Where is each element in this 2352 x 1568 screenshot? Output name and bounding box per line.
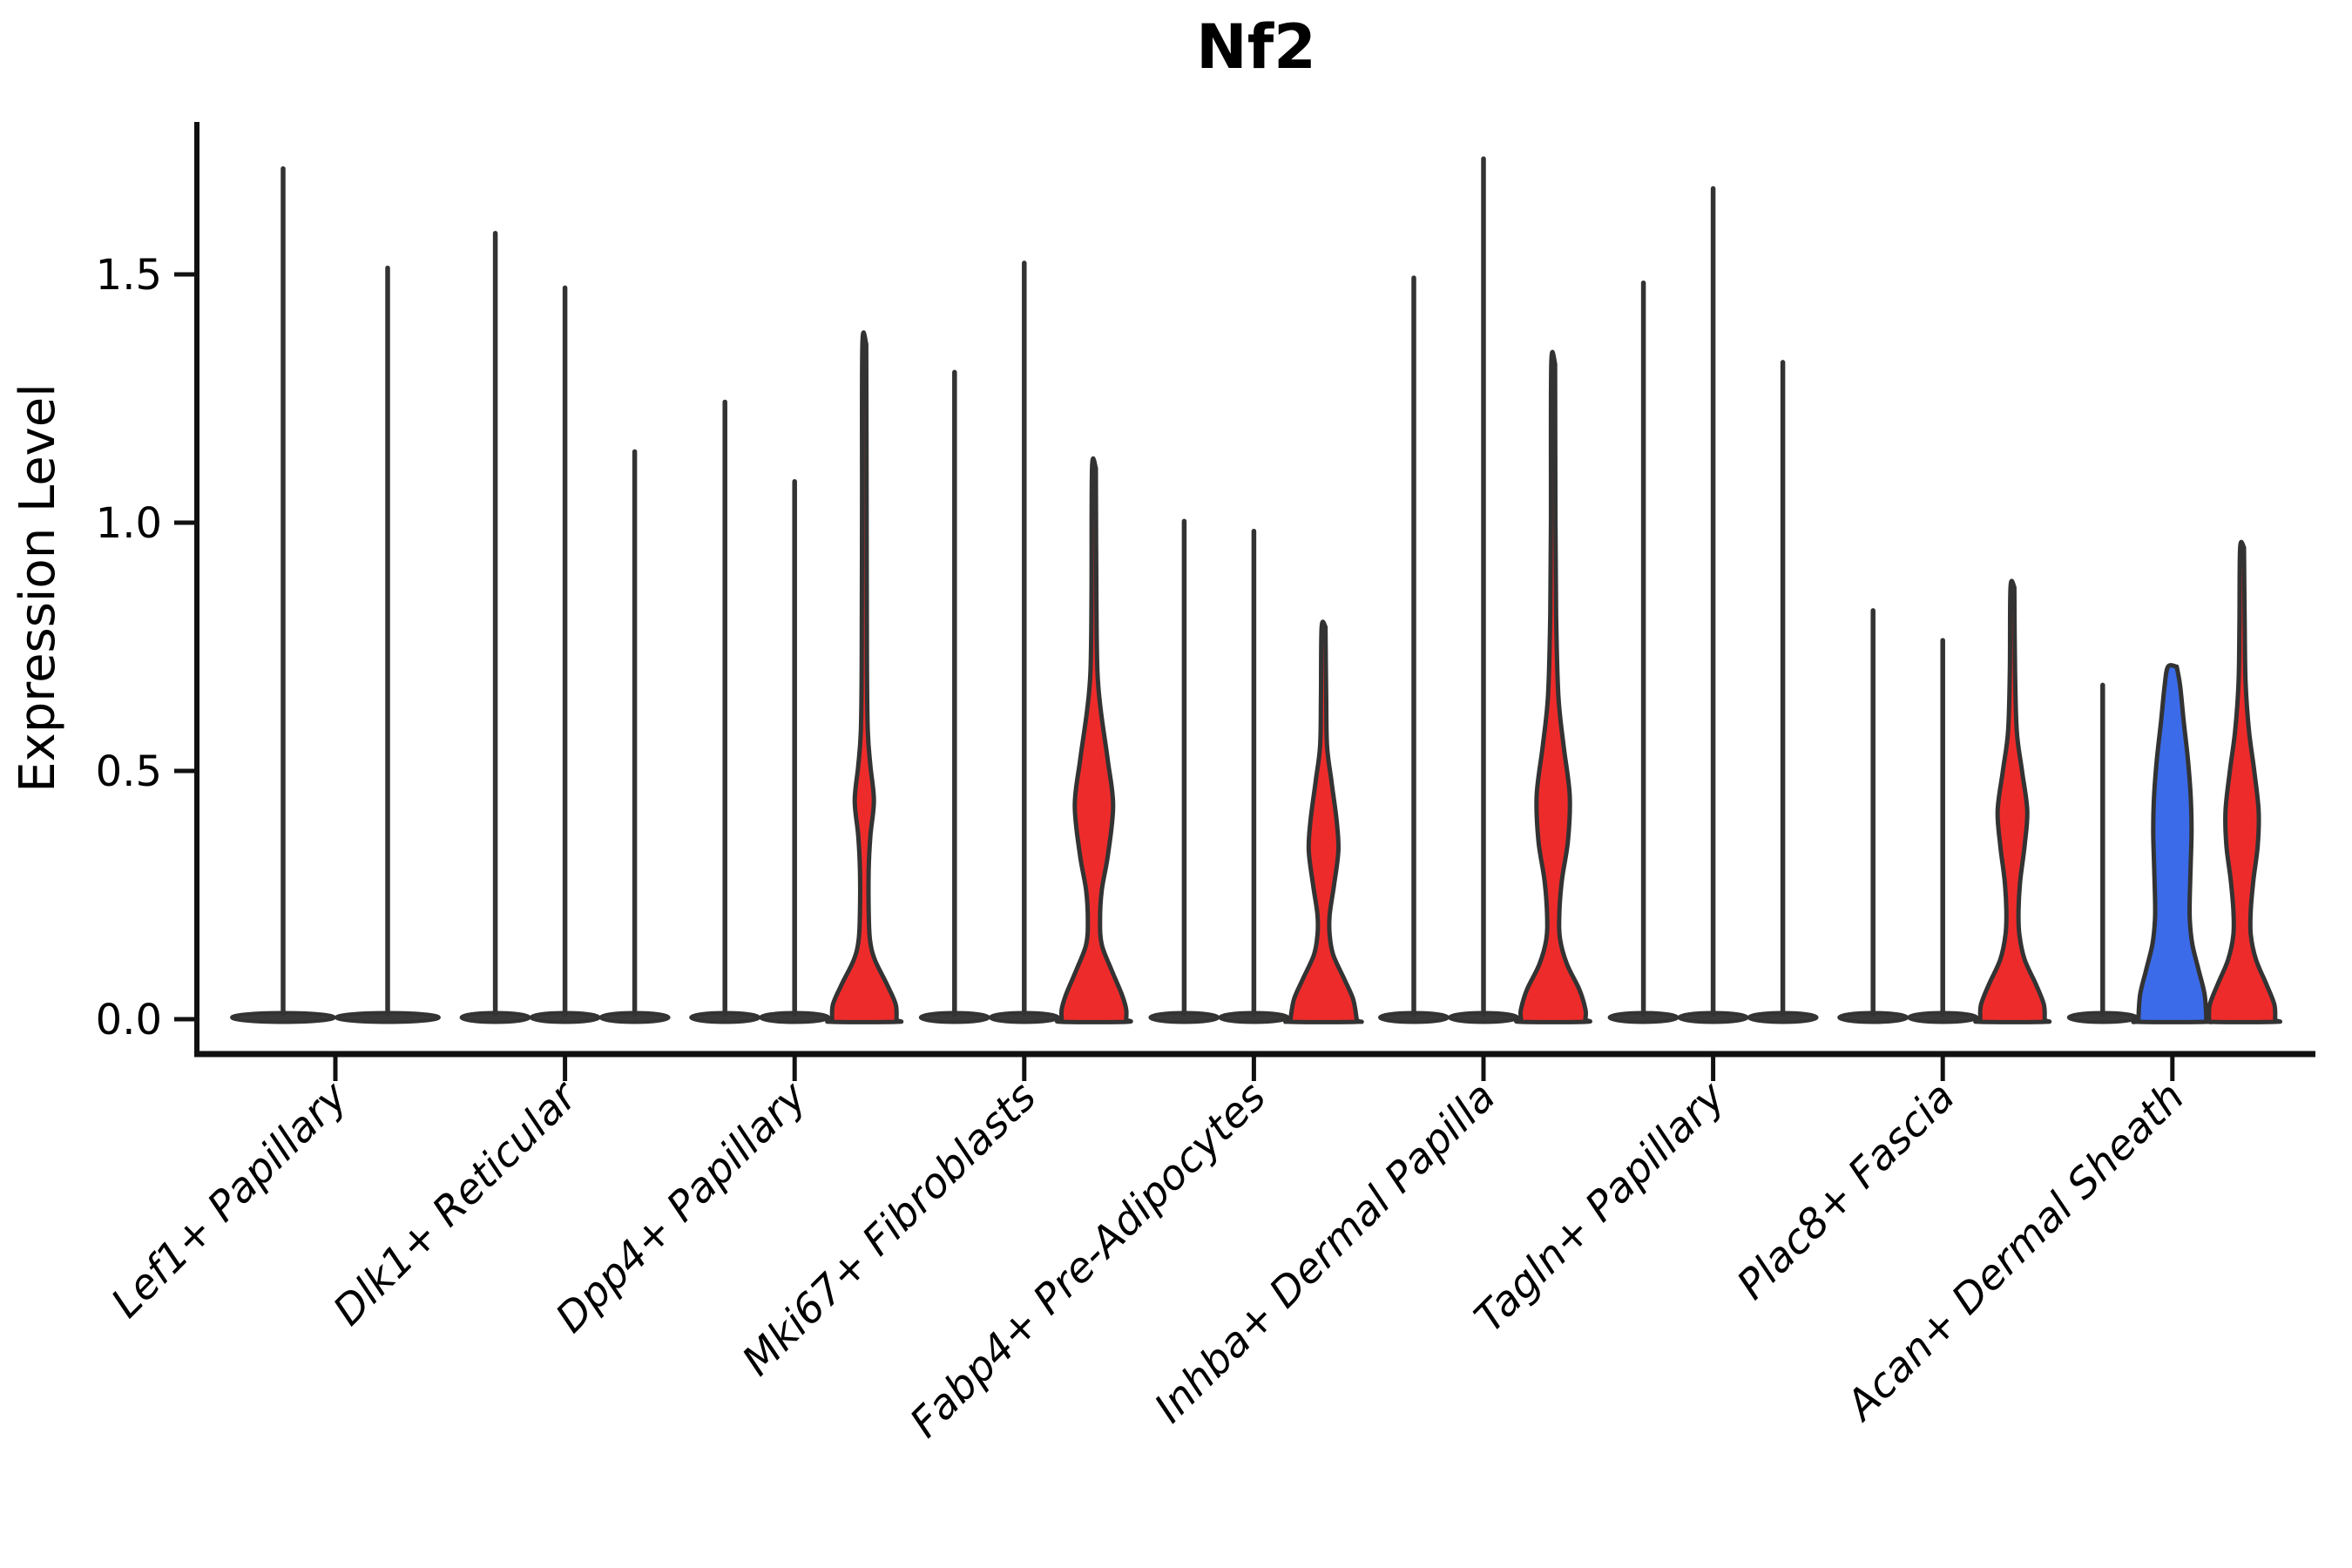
y-tick-label: 1.0 xyxy=(96,499,162,548)
violin-body-6-3 xyxy=(1514,349,1592,1024)
x-category-label: Tagln+ Papillary xyxy=(1465,1072,1735,1342)
chart-title: Nf2 xyxy=(1196,11,1316,83)
y-tick-label: 0.5 xyxy=(96,747,162,796)
x-category-label: Dlk1+ Reticular xyxy=(324,1071,588,1335)
violin-body-4-3 xyxy=(1054,456,1133,1024)
x-category-label: Plac8+ Fascia xyxy=(1728,1073,1964,1309)
violin-body-5-3 xyxy=(1283,619,1364,1024)
violin-body-9-2 xyxy=(2131,663,2214,1024)
y-tick-label: 1.5 xyxy=(96,251,162,300)
y-axis-label: Expression Level xyxy=(10,383,66,793)
violin-body-9-3 xyxy=(2201,539,2282,1024)
x-category-label: Dpp4+ Papillary xyxy=(547,1072,817,1342)
violin-body-8-3 xyxy=(1973,578,2052,1024)
x-category-label: Lef1+ Papillary xyxy=(102,1072,357,1328)
violin-body-3-3 xyxy=(825,330,904,1024)
violins-layer xyxy=(230,156,2282,1024)
y-tick-label: 0.0 xyxy=(96,996,162,1044)
